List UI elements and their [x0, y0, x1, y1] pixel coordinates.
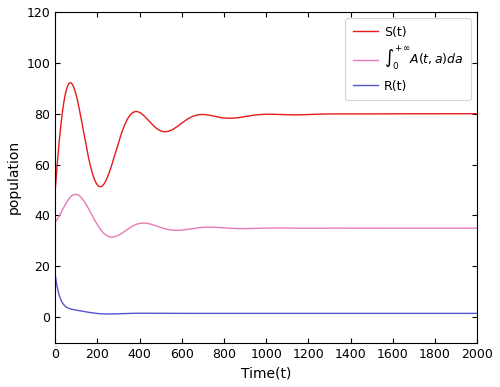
S(t)	[474, 111, 480, 116]
$\int_0^{+\infty}A(t,a)da$	[205, 225, 211, 229]
$\int_0^{+\infty}A(t,a)da$	[388, 226, 394, 231]
$\int_0^{+\infty}A(t,a)da$	[320, 226, 326, 231]
R(t)	[365, 311, 371, 316]
Legend: S(t), $\int_0^{+\infty}A(t,a)da$, R(t): S(t), $\int_0^{+\infty}A(t,a)da$, R(t)	[345, 18, 471, 100]
$\int_0^{+\infty}A(t,a)da$	[52, 219, 58, 224]
S(t)	[205, 113, 211, 117]
$\int_0^{+\infty}A(t,a)da$	[72, 192, 78, 197]
Line: $\int_0^{+\infty}A(t,a)da$: $\int_0^{+\infty}A(t,a)da$	[55, 194, 477, 237]
S(t)	[74, 94, 80, 99]
S(t)	[52, 188, 58, 192]
Y-axis label: population: population	[7, 140, 21, 214]
$\int_0^{+\infty}A(t,a)da$	[474, 226, 480, 231]
R(t)	[74, 308, 80, 312]
$\int_0^{+\infty}A(t,a)da$	[109, 235, 115, 240]
R(t)	[52, 272, 58, 277]
S(t)	[302, 112, 308, 117]
$\int_0^{+\infty}A(t,a)da$	[302, 226, 308, 231]
$\int_0^{+\infty}A(t,a)da$	[74, 192, 80, 197]
Line: R(t): R(t)	[55, 275, 477, 314]
S(t)	[388, 111, 394, 116]
R(t)	[205, 311, 211, 316]
$\int_0^{+\infty}A(t,a)da$	[365, 226, 371, 231]
R(t)	[474, 311, 480, 316]
R(t)	[106, 312, 112, 316]
Line: S(t): S(t)	[55, 83, 477, 190]
X-axis label: Time(t): Time(t)	[241, 366, 292, 380]
S(t)	[365, 112, 371, 116]
S(t)	[68, 80, 73, 85]
R(t)	[302, 311, 308, 316]
R(t)	[320, 311, 326, 316]
S(t)	[320, 112, 326, 116]
R(t)	[388, 311, 394, 316]
